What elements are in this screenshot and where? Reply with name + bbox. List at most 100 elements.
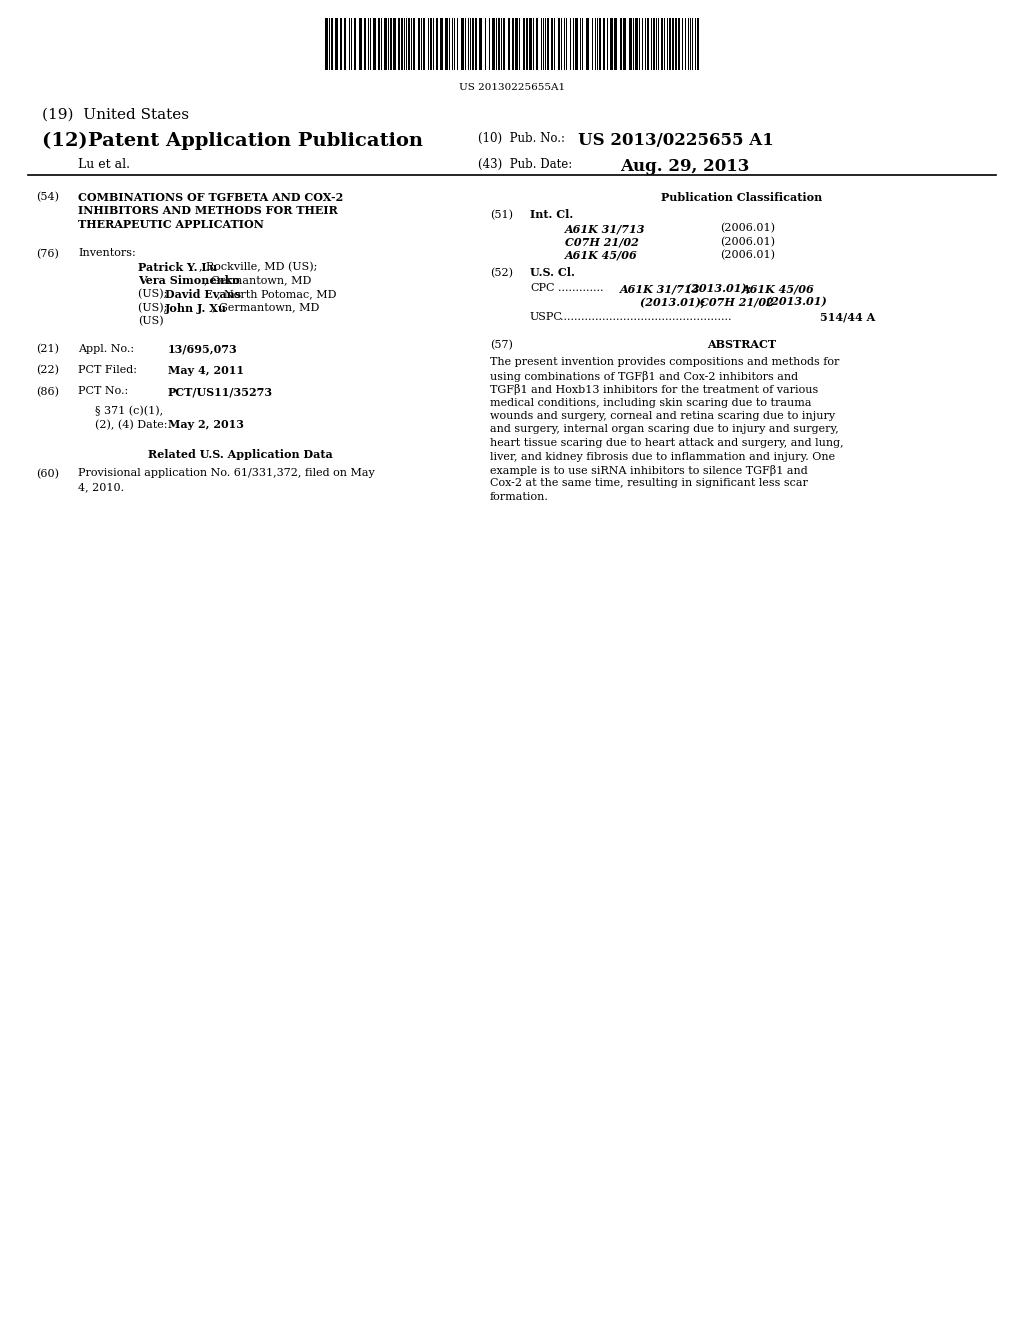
Text: John J. Xu: John J. Xu bbox=[165, 302, 227, 314]
Text: 13/695,073: 13/695,073 bbox=[168, 343, 238, 355]
Bar bbox=[340, 18, 342, 70]
Bar bbox=[479, 18, 482, 70]
Bar bbox=[498, 18, 500, 70]
Text: liver, and kidney fibrosis due to inflammation and injury. One: liver, and kidney fibrosis due to inflam… bbox=[490, 451, 836, 462]
Bar bbox=[575, 18, 578, 70]
Text: (US);: (US); bbox=[138, 289, 171, 300]
Bar bbox=[430, 18, 432, 70]
Bar bbox=[436, 18, 438, 70]
Text: U.S. Cl.: U.S. Cl. bbox=[530, 268, 574, 279]
Bar bbox=[672, 18, 674, 70]
Text: ABSTRACT: ABSTRACT bbox=[708, 339, 776, 351]
Bar bbox=[364, 18, 366, 70]
Bar bbox=[384, 18, 387, 70]
Text: PCT No.:: PCT No.: bbox=[78, 387, 128, 396]
Text: (2006.01): (2006.01) bbox=[720, 236, 775, 247]
Text: using combinations of TGFβ1 and Cox-2 inhibitors and: using combinations of TGFβ1 and Cox-2 in… bbox=[490, 371, 798, 381]
Text: (2), (4) Date:: (2), (4) Date: bbox=[95, 420, 168, 430]
Text: A61K 45/06: A61K 45/06 bbox=[565, 249, 638, 261]
Text: (86): (86) bbox=[36, 387, 59, 397]
Text: .................................................: ........................................… bbox=[560, 312, 731, 322]
Bar bbox=[653, 18, 655, 70]
Text: TGFβ1 and Hoxb13 inhibitors for the treatment of various: TGFβ1 and Hoxb13 inhibitors for the trea… bbox=[490, 384, 818, 395]
Text: COMBINATIONS OF TGFBETA AND COX-2: COMBINATIONS OF TGFBETA AND COX-2 bbox=[78, 191, 343, 203]
Bar bbox=[529, 18, 532, 70]
Text: (52): (52) bbox=[490, 268, 513, 277]
Text: (43)  Pub. Date:: (43) Pub. Date: bbox=[478, 158, 572, 172]
Text: Patent Application Publication: Patent Application Publication bbox=[88, 132, 423, 150]
Bar bbox=[547, 18, 549, 70]
Text: (21): (21) bbox=[36, 343, 59, 354]
Text: (12): (12) bbox=[42, 132, 94, 150]
Bar bbox=[335, 18, 338, 70]
Bar bbox=[393, 18, 396, 70]
Text: , Rockville, MD (US);: , Rockville, MD (US); bbox=[200, 261, 317, 272]
Text: PCT Filed:: PCT Filed: bbox=[78, 366, 137, 375]
Text: Inventors:: Inventors: bbox=[78, 248, 136, 259]
Bar bbox=[586, 18, 589, 70]
Text: A61K 31/713: A61K 31/713 bbox=[565, 223, 645, 234]
Text: (10)  Pub. No.:: (10) Pub. No.: bbox=[478, 132, 565, 145]
Text: Lu et al.: Lu et al. bbox=[78, 158, 130, 172]
Text: USPC: USPC bbox=[530, 312, 563, 322]
Bar bbox=[344, 18, 346, 70]
Text: (2006.01): (2006.01) bbox=[720, 249, 775, 260]
Text: formation.: formation. bbox=[490, 492, 549, 502]
Text: (57): (57) bbox=[490, 339, 513, 350]
Bar bbox=[331, 18, 333, 70]
Text: (2013.01);: (2013.01); bbox=[682, 282, 755, 294]
Bar bbox=[413, 18, 415, 70]
Text: medical conditions, including skin scaring due to trauma: medical conditions, including skin scari… bbox=[490, 397, 811, 408]
Text: (2013.01): (2013.01) bbox=[762, 297, 826, 308]
Text: (60): (60) bbox=[36, 469, 59, 479]
Bar bbox=[662, 18, 663, 70]
Text: Related U.S. Application Data: Related U.S. Application Data bbox=[147, 449, 333, 459]
Bar bbox=[503, 18, 505, 70]
Text: CPC: CPC bbox=[530, 282, 555, 293]
Bar bbox=[359, 18, 362, 70]
Text: Provisional application No. 61/331,372, filed on May: Provisional application No. 61/331,372, … bbox=[78, 469, 375, 479]
Text: C07H 21/02: C07H 21/02 bbox=[565, 236, 639, 248]
Bar bbox=[599, 18, 601, 70]
Text: heart tissue scaring due to heart attack and surgery, and lung,: heart tissue scaring due to heart attack… bbox=[490, 438, 844, 447]
Text: May 4, 2011: May 4, 2011 bbox=[168, 366, 244, 376]
Bar bbox=[620, 18, 622, 70]
Bar bbox=[558, 18, 560, 70]
Text: (2006.01): (2006.01) bbox=[720, 223, 775, 234]
Text: Publication Classification: Publication Classification bbox=[662, 191, 822, 203]
Bar bbox=[523, 18, 525, 70]
Bar bbox=[629, 18, 632, 70]
Text: Aug. 29, 2013: Aug. 29, 2013 bbox=[620, 158, 750, 176]
Text: (19)  United States: (19) United States bbox=[42, 108, 189, 121]
Bar bbox=[623, 18, 626, 70]
Text: , Germantown, MD: , Germantown, MD bbox=[212, 302, 319, 313]
Bar bbox=[373, 18, 376, 70]
Bar bbox=[492, 18, 495, 70]
Bar bbox=[610, 18, 613, 70]
Bar bbox=[669, 18, 671, 70]
Text: and surgery, internal organ scaring due to injury and surgery,: and surgery, internal organ scaring due … bbox=[490, 425, 839, 434]
Text: .............: ............. bbox=[558, 282, 603, 293]
Bar bbox=[475, 18, 477, 70]
Text: US 2013/0225655 A1: US 2013/0225655 A1 bbox=[578, 132, 774, 149]
Text: 514/44 A: 514/44 A bbox=[820, 312, 876, 323]
Text: example is to use siRNA inhibitors to silence TGFβ1 and: example is to use siRNA inhibitors to si… bbox=[490, 465, 808, 477]
Bar bbox=[390, 18, 392, 70]
Bar bbox=[675, 18, 677, 70]
Bar bbox=[614, 18, 617, 70]
Text: A61K 45/06: A61K 45/06 bbox=[742, 282, 815, 294]
Bar bbox=[512, 18, 514, 70]
Text: INHIBITORS AND METHODS FOR THEIR: INHIBITORS AND METHODS FOR THEIR bbox=[78, 206, 338, 216]
Text: US 20130225655A1: US 20130225655A1 bbox=[460, 83, 565, 92]
Text: (2013.01);: (2013.01); bbox=[640, 297, 709, 308]
Bar bbox=[354, 18, 356, 70]
Bar bbox=[325, 18, 328, 70]
Text: Appl. No.:: Appl. No.: bbox=[78, 343, 134, 354]
Text: § 371 (c)(1),: § 371 (c)(1), bbox=[95, 407, 163, 416]
Bar bbox=[508, 18, 510, 70]
Text: C07H 21/02: C07H 21/02 bbox=[700, 297, 774, 308]
Bar bbox=[551, 18, 553, 70]
Text: Int. Cl.: Int. Cl. bbox=[530, 210, 573, 220]
Text: (76): (76) bbox=[36, 248, 58, 259]
Bar bbox=[603, 18, 605, 70]
